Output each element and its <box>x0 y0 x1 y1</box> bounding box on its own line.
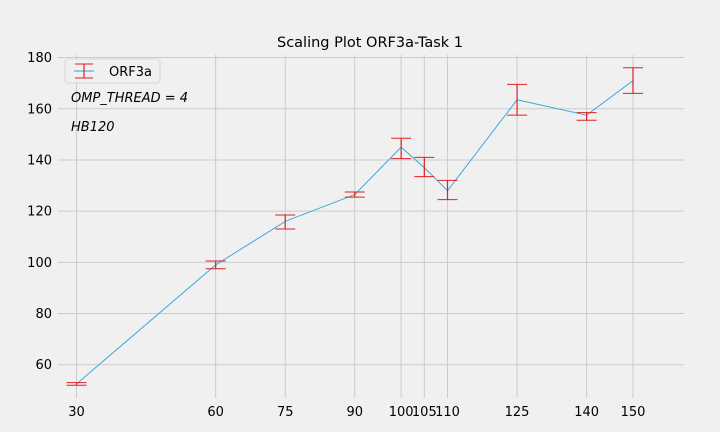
x-tick-label: 90 <box>346 405 363 420</box>
error-bar <box>576 112 597 121</box>
chart-title: Scaling Plot ORF3a-Task 1 <box>277 35 463 51</box>
x-tick-label: 110 <box>435 405 460 420</box>
error-bar <box>622 67 643 94</box>
error-bar <box>414 156 435 178</box>
y-tick-label: 60 <box>35 358 52 373</box>
error-bar <box>205 260 226 270</box>
legend-label: ORF3a <box>109 65 152 80</box>
y-tick-label: 160 <box>27 102 52 117</box>
error-bar <box>66 382 87 386</box>
y-tick-label: 140 <box>27 153 52 168</box>
annotation-hb120: HB120 <box>71 120 115 135</box>
x-tick-label: 30 <box>68 405 85 420</box>
y-tick-label: 120 <box>27 205 52 220</box>
legend-box <box>64 58 161 84</box>
series-line <box>76 80 634 385</box>
x-tick-label: 75 <box>277 405 294 420</box>
error-bar <box>275 214 296 230</box>
x-tick-label: 125 <box>505 405 530 420</box>
y-tick-label: 80 <box>35 307 52 322</box>
y-axis-ticks: 60 80 100 120 140 160 180 <box>27 51 52 373</box>
series-group <box>66 67 643 386</box>
annotation-omp-thread: OMP_THREAD = 4 <box>71 91 188 106</box>
y-tick-label: 180 <box>27 51 52 66</box>
error-bar <box>507 83 528 116</box>
x-tick-label: 140 <box>574 405 599 420</box>
x-tick-label: 150 <box>621 405 646 420</box>
x-tick-label: 100 <box>389 405 414 420</box>
x-tick-label: 105 <box>412 405 437 420</box>
x-tick-label: 60 <box>207 405 224 420</box>
error-bar <box>437 179 458 201</box>
grid <box>58 55 684 398</box>
error-bar <box>344 191 365 198</box>
y-tick-label: 100 <box>27 256 52 271</box>
error-bar <box>391 137 412 160</box>
legend: ORF3a <box>64 58 161 84</box>
